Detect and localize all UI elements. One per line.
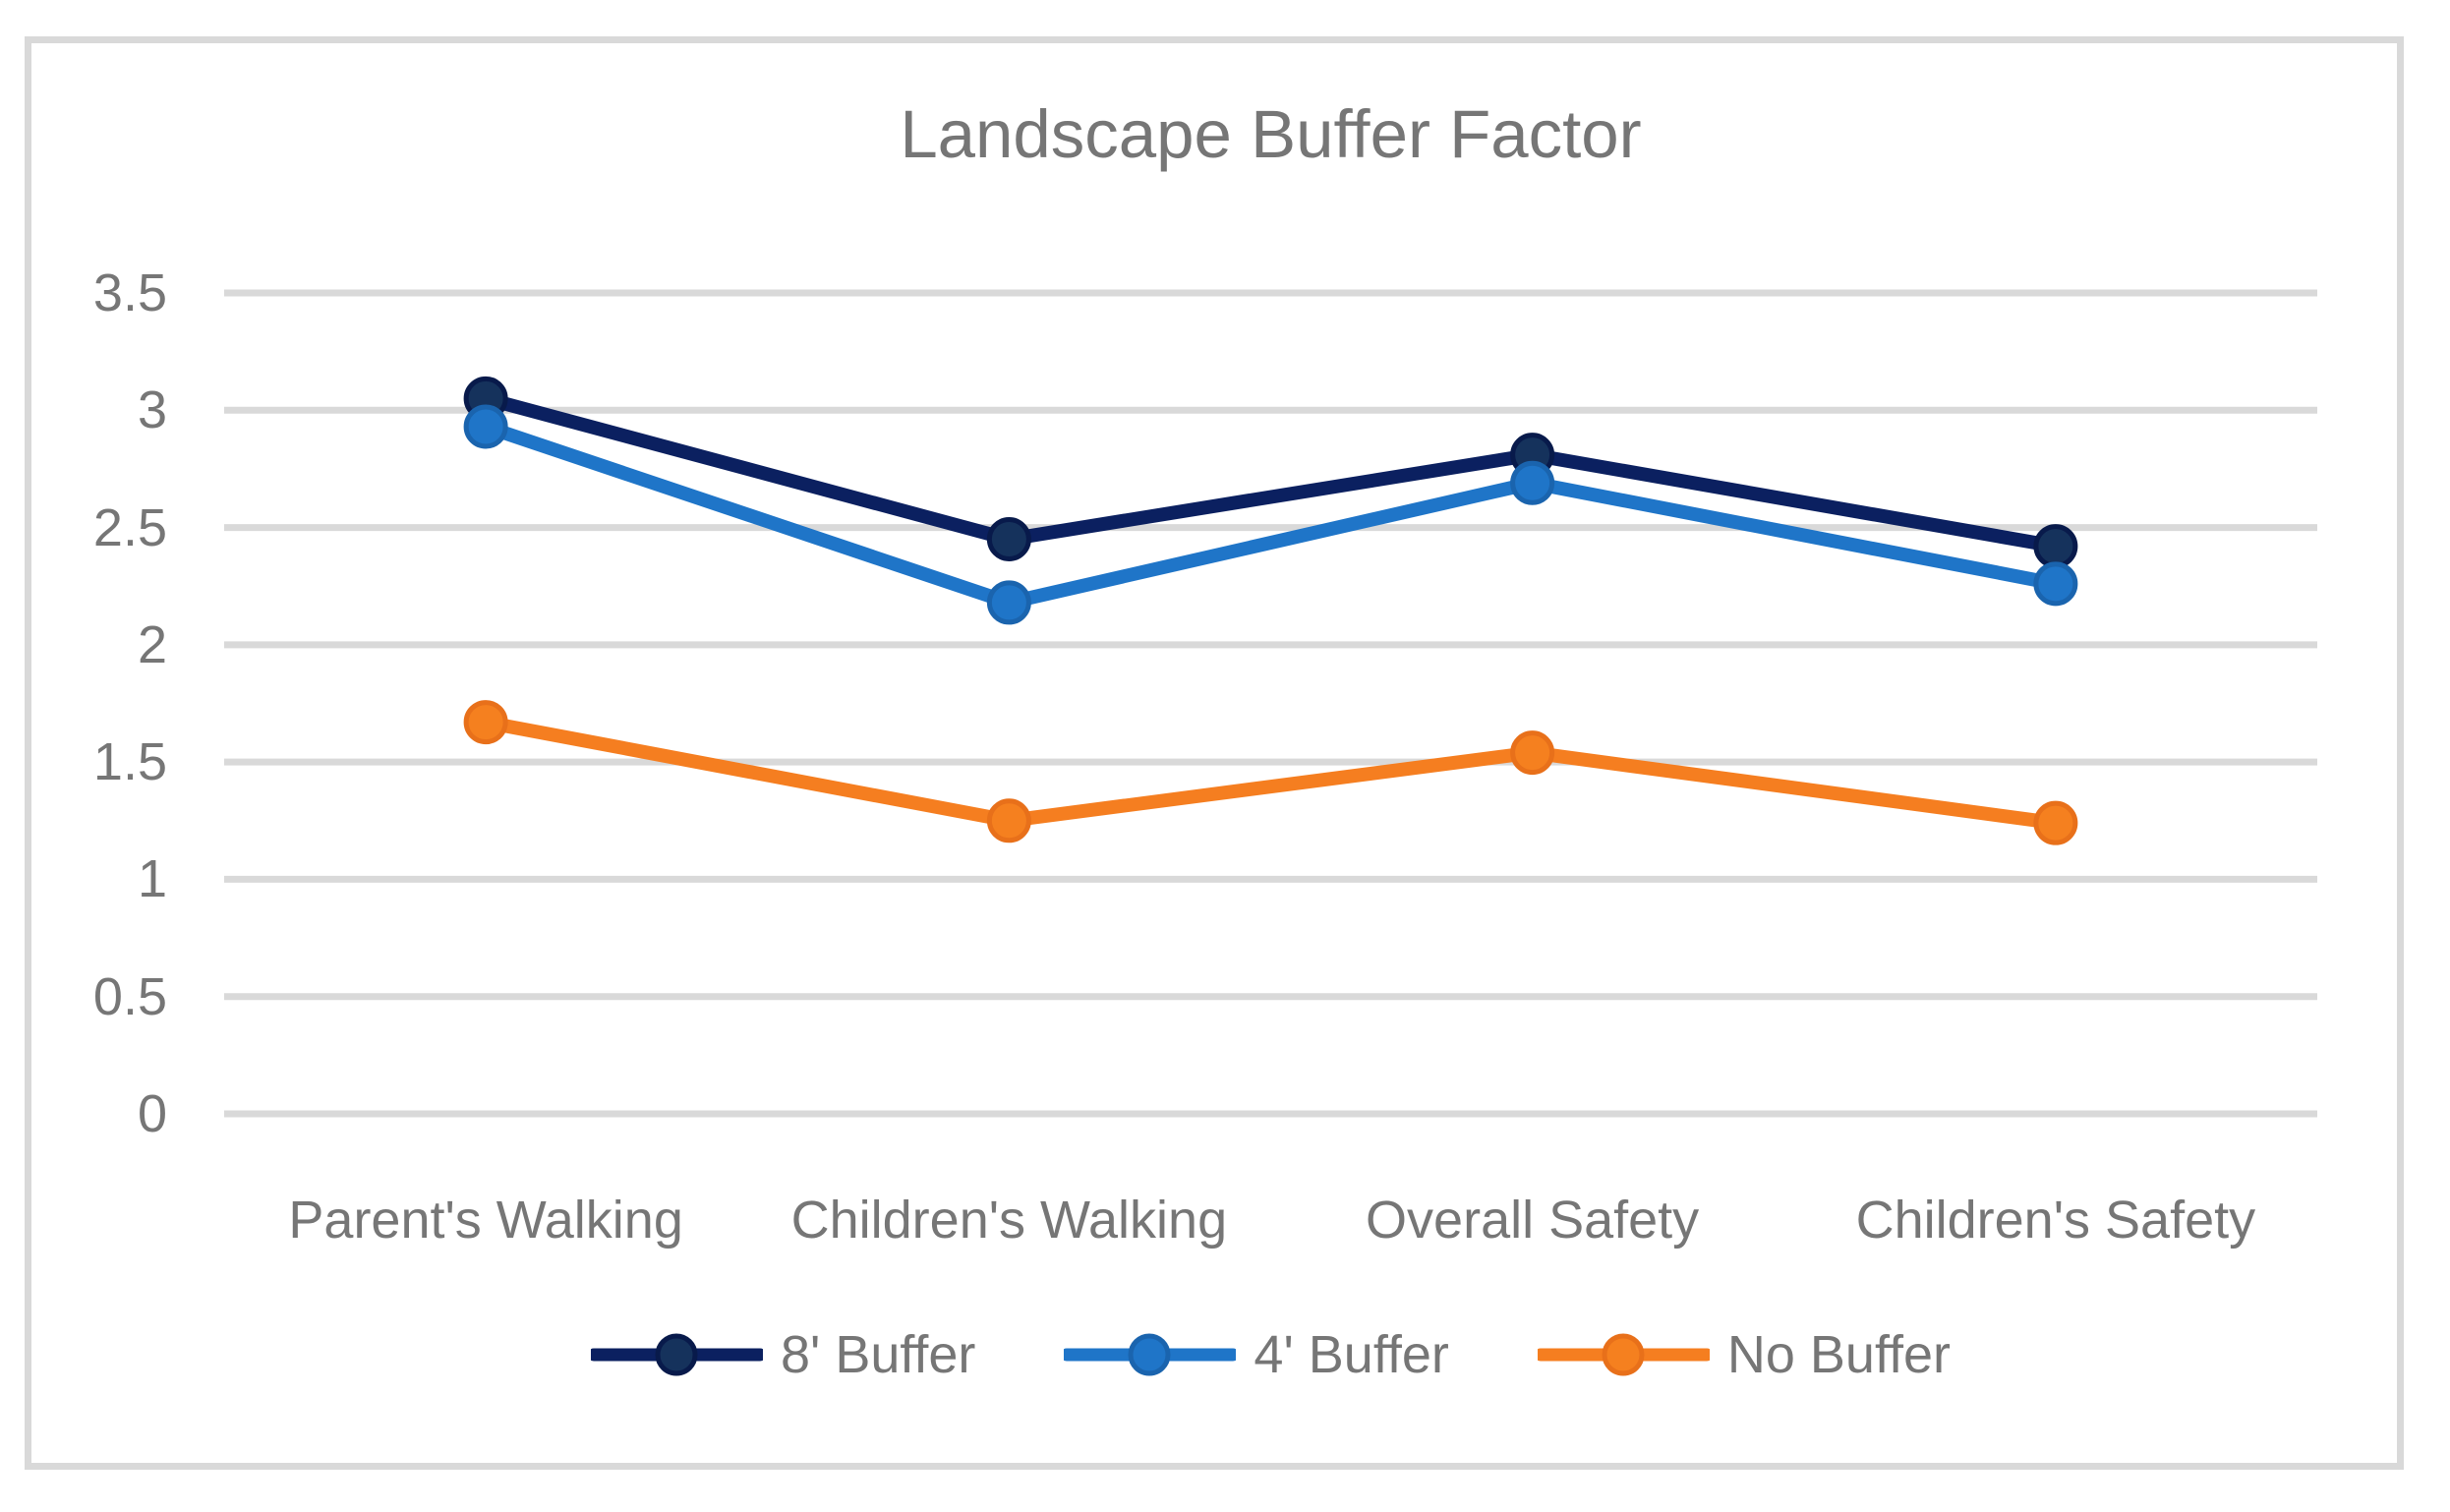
data-point-8-buffer-1	[986, 517, 1031, 561]
y-tick-label-3: 3	[137, 380, 167, 440]
legend: 8' Buffer 4' Buffer No Buffer	[224, 1325, 2317, 1384]
legend-item-no-buffer: No Buffer	[1537, 1325, 1952, 1384]
legend-dot-4-buffer	[1128, 1333, 1171, 1376]
series-line-4-buffer	[479, 419, 2063, 610]
legend-marker-no-buffer	[1537, 1333, 1710, 1376]
data-point-4-buffer-2	[1510, 460, 1555, 505]
legend-marker-4-buffer	[1064, 1333, 1237, 1376]
y-tick-label-0-5: 0.5	[92, 966, 167, 1026]
chart-title: Landscape Buffer Factor	[900, 96, 1642, 172]
x-category-label-children-s-walking: Children's Walking	[790, 1191, 1228, 1250]
legend-item-4-buffer: 4' Buffer	[1064, 1325, 1449, 1384]
legend-label-4-buffer: 4' Buffer	[1254, 1325, 1449, 1384]
legend-dot-8-buffer	[655, 1333, 698, 1376]
series-line-no-buffer	[479, 715, 2063, 831]
legend-item-8-buffer: 8' Buffer	[590, 1325, 976, 1384]
legend-marker-8-buffer	[590, 1333, 763, 1376]
data-point-4-buffer-1	[986, 580, 1031, 625]
y-tick-label-1-5: 1.5	[92, 732, 167, 792]
x-category-label-parent-s-walking: Parent's Walking	[288, 1191, 683, 1250]
data-point-no-buffer-3	[2033, 800, 2078, 845]
chart-frame	[25, 36, 2404, 1470]
legend-dot-no-buffer	[1602, 1333, 1645, 1376]
data-point-4-buffer-0	[463, 404, 508, 449]
y-tick-label-2: 2	[137, 614, 167, 674]
data-point-no-buffer-0	[463, 700, 508, 745]
x-category-label-children-s-safety: Children's Safety	[1855, 1191, 2256, 1250]
data-point-8-buffer-3	[2033, 524, 2078, 569]
data-point-no-buffer-1	[986, 798, 1031, 843]
series-line-8-buffer	[479, 391, 2063, 553]
y-tick-label-3-5: 3.5	[92, 263, 167, 322]
y-tick-label-0: 0	[137, 1084, 167, 1143]
legend-label-8-buffer: 8' Buffer	[780, 1325, 976, 1384]
legend-label-no-buffer: No Buffer	[1726, 1325, 1952, 1384]
y-tick-label-1: 1	[137, 849, 167, 909]
data-point-4-buffer-3	[2033, 561, 2078, 607]
y-tick-label-2-5: 2.5	[92, 497, 167, 557]
data-point-no-buffer-2	[1510, 730, 1555, 776]
x-category-label-overall-safety: Overall Safety	[1366, 1191, 1700, 1250]
